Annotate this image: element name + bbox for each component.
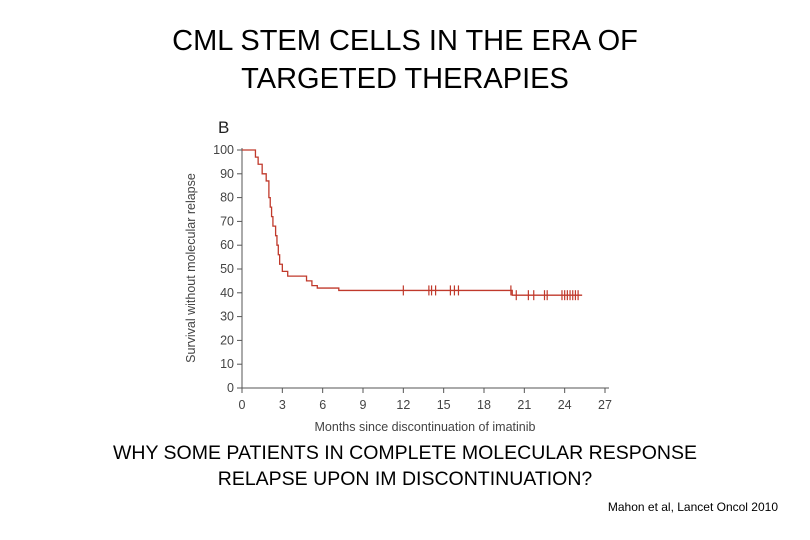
- x-axis-label: Months since discontinuation of imatinib: [315, 420, 536, 434]
- y-axis-label: Survival without molecular relapse: [184, 173, 198, 363]
- slide-question: WHY SOME PATIENTS IN COMPLETE MOLECULAR …: [0, 440, 810, 492]
- title-line-2: TARGETED THERAPIES: [241, 63, 569, 95]
- y-tick-label: 90: [220, 167, 234, 181]
- y-tick-label: 0: [227, 381, 234, 395]
- x-tick-label: 24: [558, 398, 572, 412]
- survival-step-line: [242, 149, 583, 296]
- y-tick-label: 20: [220, 333, 234, 347]
- x-tick-label: 3: [279, 398, 286, 412]
- title-line-1: CML STEM CELLS IN THE ERA OF: [172, 25, 638, 57]
- y-tick-label: 70: [220, 214, 234, 228]
- x-tick-label: 27: [598, 398, 612, 412]
- y-tick-label: 80: [220, 191, 234, 205]
- x-tick-label: 18: [477, 398, 491, 412]
- x-tick-label: 15: [437, 398, 451, 412]
- panel-label: B: [218, 118, 229, 137]
- slide-title: CML STEM CELLS IN THE ERA OF TARGETED TH…: [0, 22, 810, 98]
- y-tick-label: 30: [220, 310, 234, 324]
- y-tick-label: 50: [220, 262, 234, 276]
- y-tick-label: 40: [220, 286, 234, 300]
- x-tick-label: 21: [517, 398, 531, 412]
- x-tick-label: 6: [319, 398, 326, 412]
- y-tick-label: 60: [220, 238, 234, 252]
- x-tick-label: 0: [239, 398, 246, 412]
- y-tick-label: 100: [213, 143, 234, 157]
- question-line-1: WHY SOME PATIENTS IN COMPLETE MOLECULAR …: [112, 442, 698, 464]
- y-tick-label: 10: [220, 357, 234, 371]
- citation: Mahon et al, Lancet Oncol 2010: [607, 500, 778, 514]
- question-line-2: RELAPSE UPON IM DISCONTINUATION?: [217, 468, 593, 490]
- x-tick-label: 9: [360, 398, 367, 412]
- x-tick-label: 12: [396, 398, 410, 412]
